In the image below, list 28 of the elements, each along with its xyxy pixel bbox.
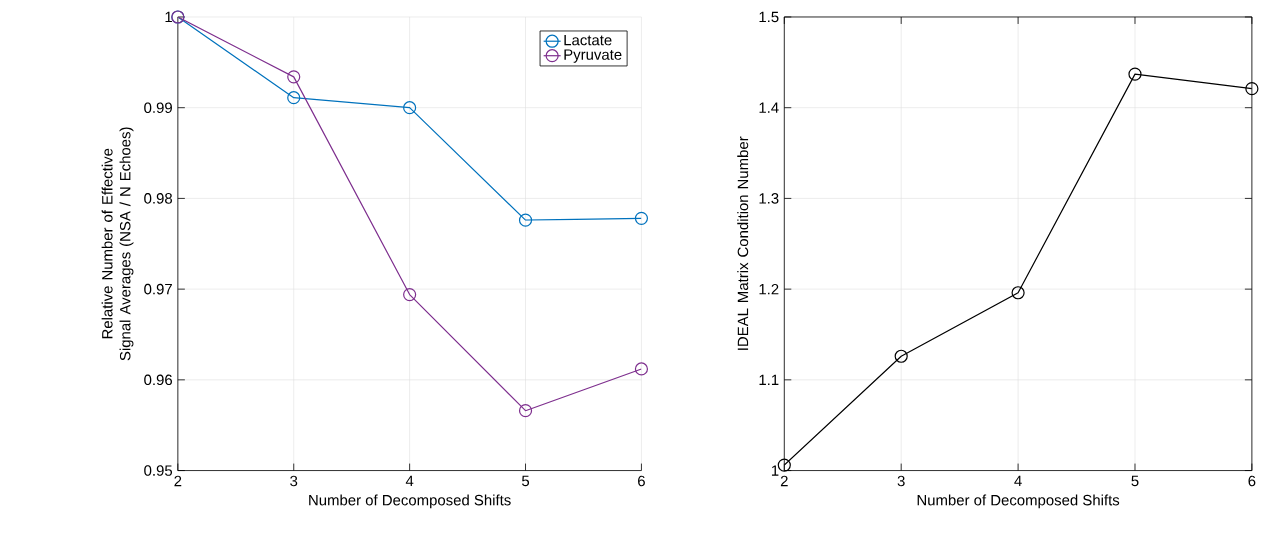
y-tick-label: 0.96 bbox=[144, 374, 173, 385]
y-tick-label: 0.95 bbox=[144, 465, 173, 476]
y-tick-label: 1.3 bbox=[759, 192, 779, 204]
x-tick-label: 3 bbox=[290, 475, 298, 487]
x-tick-label: 4 bbox=[405, 475, 414, 486]
y-tick-label: 1 bbox=[771, 465, 779, 476]
x-tick-label: 6 bbox=[638, 475, 645, 487]
x-tick-label: 4 bbox=[1014, 475, 1022, 486]
x-tick-label: 5 bbox=[1131, 475, 1139, 486]
y-tick-label: 0.98 bbox=[144, 192, 173, 204]
y-axis-title: Relative Number of Effective Signal Averages (NSA / N Echoes) bbox=[101, 127, 134, 361]
y-tick-label: 1.4 bbox=[759, 102, 779, 113]
x-axis-title: Number of Decomposed Shifts bbox=[309, 494, 511, 509]
legend-label: Lactate bbox=[564, 34, 612, 46]
x-tick-label: 5 bbox=[521, 475, 530, 486]
x-axis-title: Number of Decomposed Shifts bbox=[917, 494, 1120, 509]
y-tick-label: 0.97 bbox=[144, 283, 172, 295]
y-tick-label: 0.99 bbox=[144, 102, 172, 113]
y-tick-label: 1.1 bbox=[759, 374, 779, 385]
legend-label: Pyruvate bbox=[564, 49, 622, 63]
x-tick-label: 2 bbox=[780, 475, 788, 486]
y-tick-label: 1 bbox=[165, 11, 172, 22]
x-tick-label: 2 bbox=[174, 475, 182, 486]
x-tick-label: 6 bbox=[1248, 475, 1256, 487]
y-tick-label: 1.5 bbox=[759, 11, 779, 22]
y-tick-label: 1.2 bbox=[759, 283, 779, 295]
y-axis-title: IDEAL Matrix Condition Number bbox=[737, 136, 749, 350]
x-tick-label: 3 bbox=[897, 475, 905, 487]
